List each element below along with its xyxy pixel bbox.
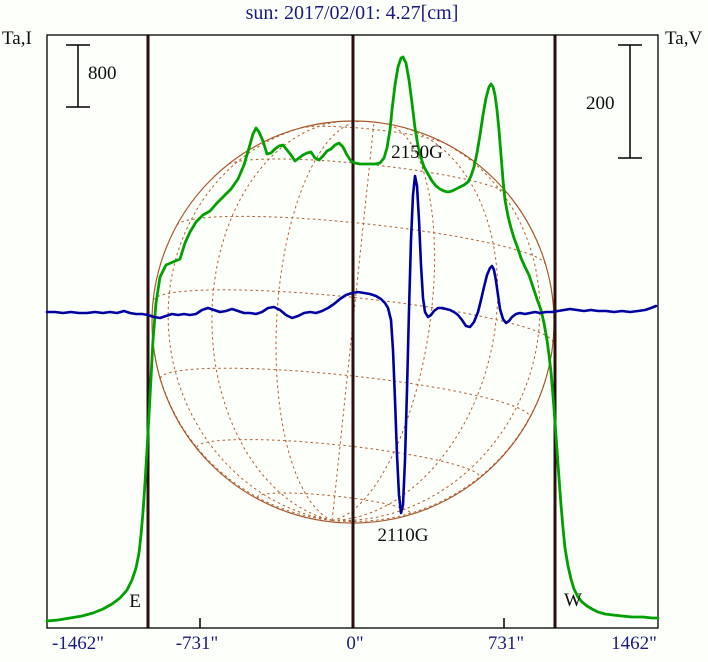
- x-axis-tick-label: 0": [346, 633, 364, 654]
- polarization-scalebar-value: 200: [586, 93, 615, 114]
- field-annotation-2150g: 2150G: [391, 142, 443, 163]
- plot-title: sun: 2017/02/01: 4.27[cm]: [245, 2, 459, 24]
- intensity-scalebar-value: 800: [88, 63, 117, 84]
- intensity-curve: [45, 55, 660, 623]
- west-limb-label: W: [564, 590, 582, 611]
- x-axis-tick-label: -731": [175, 633, 219, 654]
- polarization-curve: [45, 174, 658, 515]
- right-axis-label: Ta,V: [665, 28, 703, 49]
- left-axis-label: Ta,I: [2, 28, 32, 49]
- plot-border: [46, 34, 659, 629]
- x-axis-tick-label: 1462": [611, 633, 657, 654]
- east-limb-label: E: [129, 591, 141, 612]
- x-axis-tick-label: 731": [487, 633, 525, 654]
- x-axis-tick-label: -1462": [51, 633, 105, 654]
- field-annotation-2110g: 2110G: [377, 525, 429, 546]
